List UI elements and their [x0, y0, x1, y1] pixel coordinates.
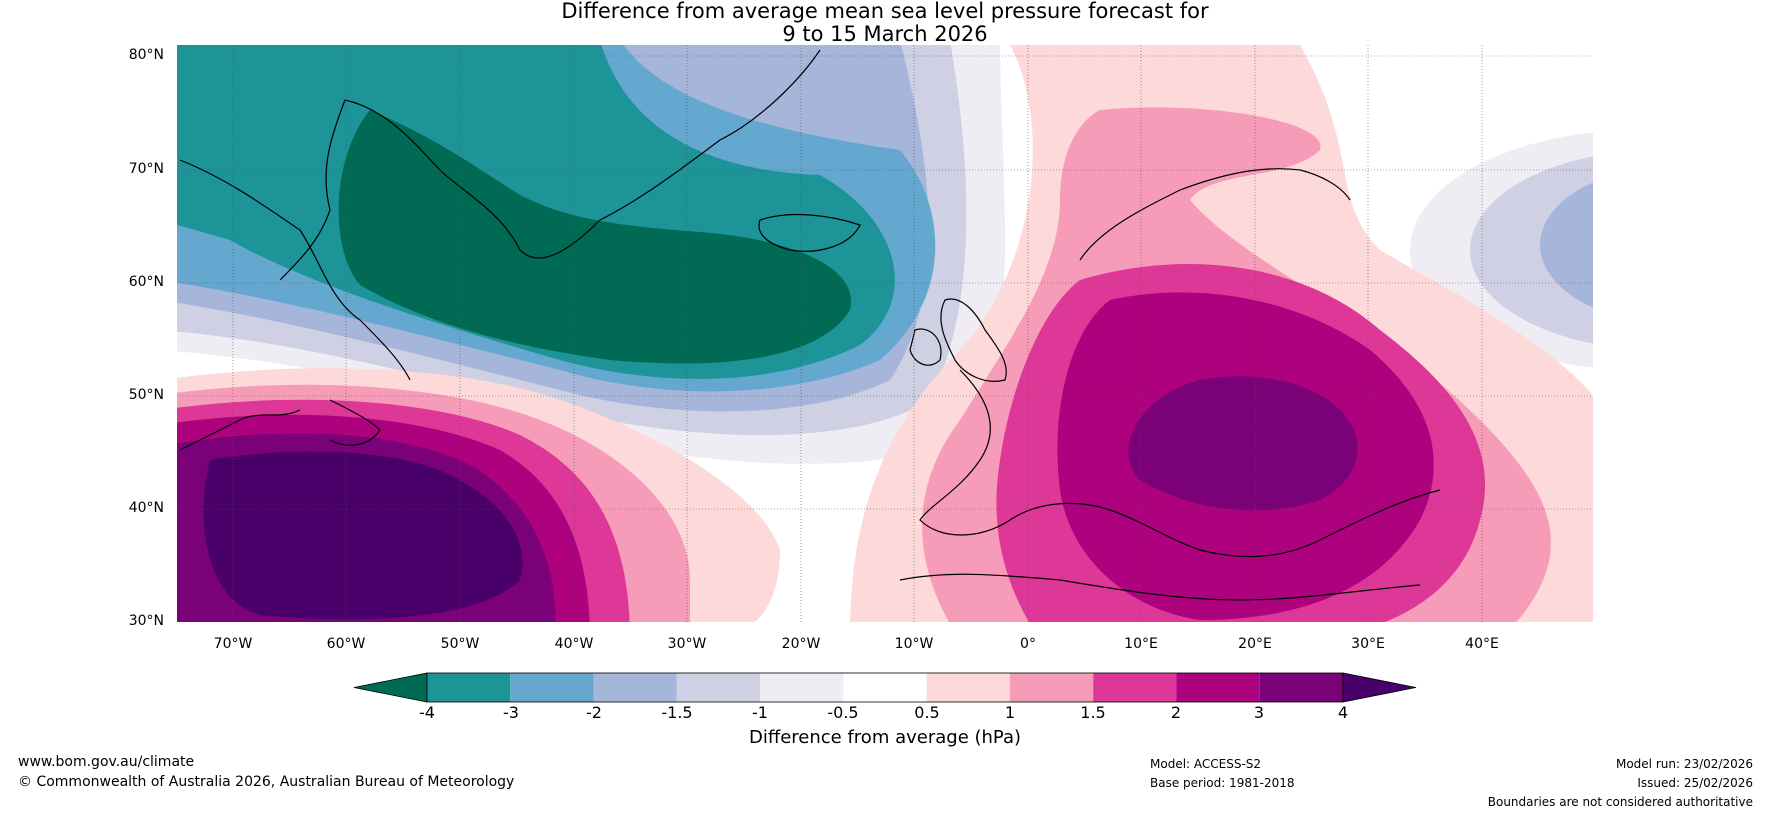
copyright-text: © Commonwealth of Australia 2026, Austra… [18, 774, 515, 790]
title-line-1: Difference from average mean sea level p… [561, 0, 1209, 23]
colorbar-tick: 1.5 [1080, 703, 1106, 722]
lat-label: 30°N [128, 613, 164, 629]
positive-anomaly-europe [850, 45, 1593, 622]
graticule [177, 45, 1593, 622]
map-title: Difference from average mean sea level p… [0, 0, 1770, 46]
colorbar-tick: -0.5 [827, 703, 859, 722]
colorbar-segment [926, 673, 1010, 702]
coastlines [179, 49, 1441, 601]
model-run-text: Model run: 23/02/2026 [1615, 757, 1753, 771]
lon-label: 30°E [1351, 636, 1385, 652]
north-africa-coast [899, 573, 1421, 601]
lat-label: 80°N [128, 47, 164, 63]
colorbar-tick: 3 [1253, 703, 1265, 722]
base-period-text: Base period: 1981-2018 [1150, 776, 1295, 790]
lon-label: 70°W [213, 636, 253, 652]
europe-coast [919, 369, 1441, 558]
lat-label: 60°N [128, 274, 164, 290]
issued-text: Issued: 25/02/2026 [1637, 776, 1753, 790]
colorbar-tick: -2 [586, 703, 602, 722]
colorbar-tick: 4 [1337, 703, 1349, 722]
colorbar [353, 672, 1417, 703]
colorbar-label: Difference from average (hPa) [748, 727, 1022, 748]
lon-label: 20°W [781, 636, 821, 652]
website-link[interactable]: www.bom.gov.au/climate [18, 754, 195, 770]
lon-label: 60°W [326, 636, 366, 652]
colorbar-segment [1176, 673, 1260, 702]
colorbar-tick: -1 [752, 703, 768, 722]
lon-label: 40°W [554, 636, 594, 652]
north-america-east-coast [179, 409, 301, 451]
greenland-west-coast [279, 99, 346, 281]
colorbar-segment [510, 673, 594, 702]
colorbar-segment [1259, 673, 1343, 702]
colorbar-tick: -3 [503, 703, 519, 722]
lon-label: 10°E [1124, 636, 1158, 652]
anomaly-field [177, 45, 1593, 622]
lat-label: 50°N [128, 387, 164, 403]
colorbar-segment [1093, 673, 1177, 702]
colorbar-extend-low [353, 672, 428, 703]
positive-anomaly-west [177, 368, 780, 622]
british-isles-coast [940, 298, 1007, 382]
lon-label: 10°W [894, 636, 934, 652]
colorbar-segment [593, 673, 677, 702]
colorbar-segment [676, 673, 761, 702]
negative-anomaly-shading [177, 45, 1005, 464]
scandinavia-coast [1079, 168, 1351, 261]
colorbar-tick: -4 [419, 703, 435, 722]
colorbar-segment [1009, 673, 1094, 702]
colorbar-segment [843, 673, 927, 702]
lon-label: 20°E [1238, 636, 1272, 652]
iceland-coast [758, 213, 861, 252]
colorbar-segment [760, 673, 844, 702]
lon-label: 30°W [667, 636, 707, 652]
colorbar-segment [427, 673, 511, 702]
lon-label: 0° [1020, 636, 1036, 652]
colorbar-tick: 1 [1004, 703, 1016, 722]
lon-label: 50°W [440, 636, 480, 652]
colorbar-border [426, 672, 1344, 703]
title-line-2: 9 to 15 March 2026 [782, 22, 988, 46]
lon-label: 40°E [1465, 636, 1499, 652]
model-text: Model: ACCESS-S2 [1150, 757, 1262, 771]
newfoundland-coast [329, 399, 381, 446]
lat-label: 70°N [128, 161, 164, 177]
greenland-coast [344, 49, 821, 259]
labrador-coast [179, 159, 411, 381]
colorbar-tick: 0.5 [914, 703, 940, 722]
colorbar-tick: 2 [1170, 703, 1182, 722]
colorbar-tick: -1.5 [661, 703, 693, 722]
lat-label: 40°N [128, 500, 164, 516]
colorbar-extend-high [1342, 672, 1417, 703]
disclaimer-text: Boundaries are not considered authoritat… [1487, 795, 1753, 809]
